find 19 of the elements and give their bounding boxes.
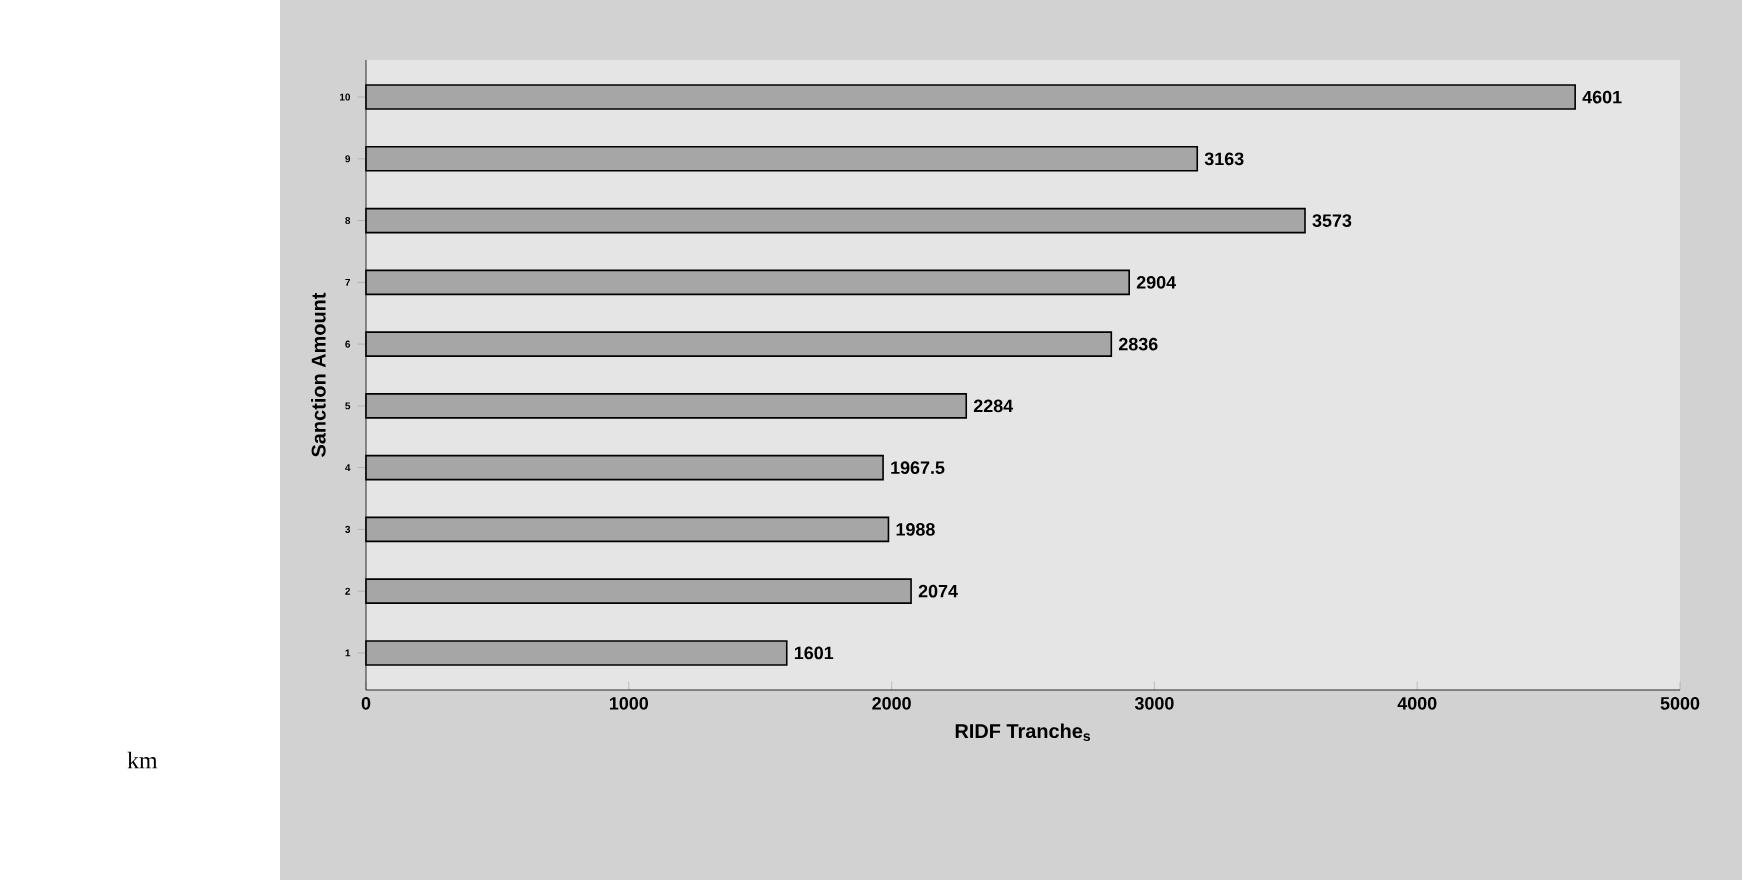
- x-tick-label: 5000: [1660, 697, 1700, 710]
- data-label: 4601: [1582, 90, 1622, 104]
- data-label: 2836: [1118, 337, 1158, 351]
- data-label: 3163: [1204, 152, 1244, 166]
- data-label: 1967.5: [891, 461, 945, 474]
- data-label: 2074: [918, 584, 958, 598]
- x-tick-label: 3000: [1134, 697, 1174, 710]
- text: km: [127, 751, 158, 769]
- x-tick-label: 4000: [1397, 697, 1437, 710]
- x-tick-label: 1000: [609, 697, 649, 710]
- data-label: 2904: [1136, 275, 1177, 289]
- x-tick-label: 2000: [872, 697, 911, 710]
- x-axis-title: RIDF Tranche$_{s}$: [955, 723, 1091, 741]
- data-label: 1601: [794, 646, 834, 660]
- data-label: 1988: [896, 523, 935, 536]
- data-label: 3573: [1312, 214, 1352, 227]
- x-tick-label: 0: [361, 697, 371, 710]
- data-label: 2284: [973, 399, 1014, 413]
- y-axis-title: Sanction Amount: [311, 292, 326, 457]
